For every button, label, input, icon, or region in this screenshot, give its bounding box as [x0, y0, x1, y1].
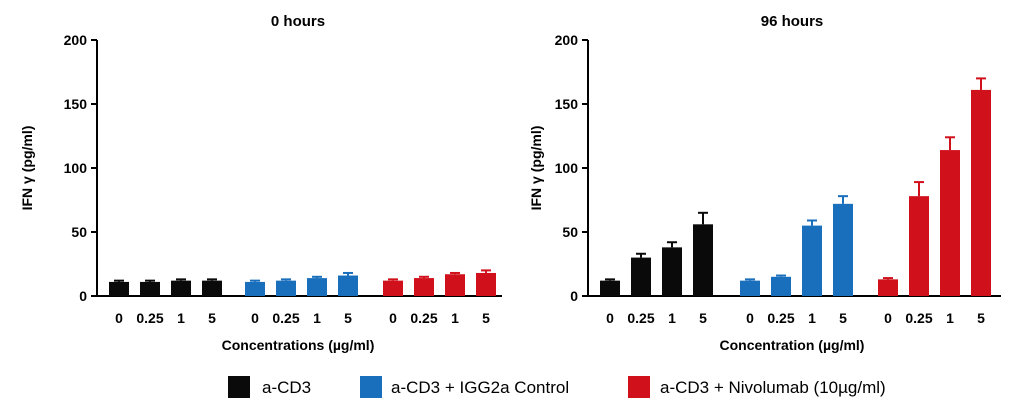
legend-swatch-nivolumab [628, 376, 650, 398]
y-tick-label-150: 150 [555, 96, 579, 112]
bar-a-cd3-5 [202, 280, 222, 296]
bar-a-cd3-igg2a-control-0 [245, 281, 265, 296]
legend-swatch-a-cd3 [228, 376, 250, 398]
y-tick-label-100: 100 [555, 160, 579, 176]
x-tick-label-a-cd3-igg2a-control-0: 0 [251, 310, 259, 326]
legend: a-CD3 a-CD3 + IGG2a Control a-CD3 + Nivo… [228, 376, 886, 398]
y-axis-label: IFN γ (pg/ml) [19, 126, 35, 211]
x-tick-label-a-cd3-nivolumab-10-g-ml-1: 1 [946, 310, 954, 326]
bar-a-cd3-igg2a-control-0 [740, 280, 760, 296]
x-tick-label-a-cd3-igg2a-control-0-25: 0.25 [767, 310, 794, 326]
y-tick-label-200: 200 [64, 32, 88, 48]
x-tick-label-a-cd3-igg2a-control-1: 1 [313, 310, 321, 326]
bar-a-cd3-nivolumab-10-g-ml-0-25 [909, 196, 929, 296]
bar-a-cd3-nivolumab-10-g-ml-1 [940, 150, 960, 296]
legend-swatch-igg2a [360, 376, 382, 398]
x-tick-label-a-cd3-0-25: 0.25 [627, 310, 654, 326]
y-tick-label-200: 200 [555, 32, 579, 48]
legend-label-a-cd3: a-CD3 [262, 378, 311, 397]
x-tick-label-a-cd3-igg2a-control-5: 5 [344, 310, 352, 326]
bar-a-cd3-igg2a-control-5 [338, 275, 358, 296]
bar-a-cd3-5 [693, 224, 713, 296]
y-tick-label-150: 150 [64, 96, 88, 112]
bar-a-cd3-nivolumab-10-g-ml-0-25 [414, 278, 434, 296]
x-tick-label-a-cd3-igg2a-control-0-25: 0.25 [272, 310, 299, 326]
bar-a-cd3-0 [600, 280, 620, 296]
bar-a-cd3-igg2a-control-1 [307, 278, 327, 296]
legend-label-igg2a: a-CD3 + IGG2a Control [391, 378, 569, 397]
x-tick-label-a-cd3-nivolumab-10-g-ml-0-25: 0.25 [410, 310, 437, 326]
bar-a-cd3-nivolumab-10-g-ml-0 [878, 279, 898, 296]
x-tick-label-a-cd3-nivolumab-10-g-ml-0: 0 [884, 310, 892, 326]
bar-a-cd3-0-25 [140, 281, 160, 296]
y-tick-label-50: 50 [71, 224, 87, 240]
x-tick-label-a-cd3-igg2a-control-0: 0 [746, 310, 754, 326]
x-tick-label-a-cd3-nivolumab-10-g-ml-0: 0 [389, 310, 397, 326]
bar-a-cd3-nivolumab-10-g-ml-5 [476, 272, 496, 296]
bar-a-cd3-igg2a-control-5 [833, 203, 853, 296]
bar-a-cd3-0-25 [631, 257, 651, 296]
y-tick-label-0: 0 [79, 288, 87, 304]
bar-a-cd3-1 [171, 280, 191, 296]
chart-title: 0 hours [271, 13, 325, 30]
x-tick-label-a-cd3-1: 1 [668, 310, 676, 326]
bar-a-cd3-nivolumab-10-g-ml-5 [971, 89, 991, 296]
x-tick-label-a-cd3-igg2a-control-1: 1 [808, 310, 816, 326]
x-tick-label-a-cd3-1: 1 [177, 310, 185, 326]
x-tick-label-a-cd3-0: 0 [606, 310, 614, 326]
bar-a-cd3-igg2a-control-0-25 [276, 280, 296, 296]
x-tick-label-a-cd3-0-25: 0.25 [136, 310, 163, 326]
x-axis-label: Concentrations (µg/ml) [222, 337, 375, 353]
bar-a-cd3-igg2a-control-0-25 [771, 276, 791, 296]
x-tick-label-a-cd3-igg2a-control-5: 5 [839, 310, 847, 326]
bar-a-cd3-0 [109, 281, 129, 296]
x-tick-label-a-cd3-0: 0 [115, 310, 123, 326]
y-tick-label-0: 0 [570, 288, 578, 304]
x-tick-label-a-cd3-5: 5 [208, 310, 216, 326]
bar-a-cd3-igg2a-control-1 [802, 225, 822, 296]
bar-a-cd3-nivolumab-10-g-ml-1 [445, 274, 465, 296]
x-tick-label-a-cd3-nivolumab-10-g-ml-5: 5 [977, 310, 985, 326]
legend-label-nivolumab: a-CD3 + Nivolumab (10µg/ml) [660, 378, 886, 397]
bar-a-cd3-1 [662, 247, 682, 296]
x-tick-label-a-cd3-nivolumab-10-g-ml-1: 1 [451, 310, 459, 326]
x-tick-label-a-cd3-nivolumab-10-g-ml-5: 5 [482, 310, 490, 326]
x-tick-label-a-cd3-nivolumab-10-g-ml-0-25: 0.25 [905, 310, 932, 326]
y-axis-label: IFN γ (pg/ml) [528, 126, 544, 211]
y-tick-label-50: 50 [562, 224, 578, 240]
chart-title: 96 hours [761, 13, 824, 30]
x-tick-label-a-cd3-5: 5 [699, 310, 707, 326]
y-tick-label-100: 100 [64, 160, 88, 176]
bar-a-cd3-nivolumab-10-g-ml-0 [383, 280, 403, 296]
x-axis-label: Concentration (µg/ml) [720, 337, 865, 353]
